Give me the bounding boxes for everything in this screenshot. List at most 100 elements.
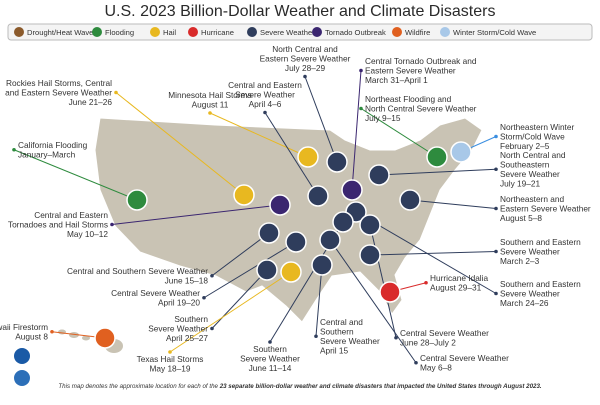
event-icon (307, 185, 329, 207)
callout-line: Eastern Severe Weather (365, 66, 456, 76)
callout-line: Central and Southern Severe Weather (67, 266, 208, 276)
leader-dot (210, 273, 214, 278)
legend-icon (440, 27, 450, 37)
title: U.S. 2023 Billion-Dollar Weather and Cli… (105, 3, 496, 20)
event-icon (341, 179, 363, 201)
callout-line: Eastern Severe Weather (500, 204, 591, 214)
callout-date: March 2–3 (500, 256, 540, 266)
legend-label: Hurricane (201, 28, 234, 37)
leader-dot (494, 206, 498, 211)
callout-line: California Flooding (18, 140, 88, 150)
leader-line (369, 251, 497, 256)
leader-line (329, 239, 417, 364)
leaders (12, 68, 498, 365)
event-icon (297, 146, 319, 168)
callout-date: February 2–5 (500, 141, 550, 151)
callout-line: Severe Weather (500, 247, 560, 257)
leader-dot (394, 335, 398, 340)
callout-line: Severe Weather (240, 354, 300, 364)
callout-line: Rockies Hail Storms, Central (6, 78, 112, 88)
footer-text: This map denotes the approximate locatio… (58, 383, 219, 390)
callout-date: April 15 (320, 346, 349, 356)
callout-line: Central Severe Weather (111, 288, 200, 298)
leader-dot (424, 280, 428, 285)
callout-line: and Eastern Severe Weather (5, 88, 112, 98)
legend: Drought/Heat Wave Flooding Hail Hurricane Se… (14, 27, 536, 37)
callout-line: Central Severe Weather (420, 353, 509, 363)
callout-line: Severe Weather (500, 169, 560, 179)
callout-line: Severe Weather (235, 90, 295, 100)
event-icon (126, 189, 148, 211)
legend-icon (92, 27, 102, 37)
leader-dot (12, 147, 16, 152)
callout-line: Northeastern Winter (500, 122, 574, 132)
callout-date: August 5–8 (500, 213, 542, 223)
event-icon (368, 164, 390, 186)
callout-line: Tornadoes and Hail Storms (8, 220, 108, 230)
callout-line: Central Severe Weather (400, 328, 489, 338)
event-icon (359, 214, 381, 236)
callout-line: North Central and (500, 150, 566, 160)
callout-line: Southern and Eastern (500, 237, 581, 247)
leader-line (378, 168, 497, 176)
callout-line: Central and Eastern (228, 80, 302, 90)
callout-date: April 25–27 (166, 333, 208, 343)
callout-line: Severe Weather (320, 336, 380, 346)
leader-dot (494, 291, 498, 296)
legend-label: Flooding (105, 28, 134, 37)
event-icon (269, 194, 291, 216)
legend-label: Severe Weather (260, 28, 315, 37)
callout-date: April 4–6 (249, 99, 282, 109)
event-icon (379, 281, 401, 303)
leader-line (351, 70, 362, 191)
leader-dot (263, 110, 267, 115)
leader-dot (303, 74, 307, 79)
callout-line: Northeastern and (500, 194, 564, 204)
leader-dot (50, 329, 54, 334)
event-icon (450, 141, 472, 163)
leader-dot (494, 167, 498, 172)
leader-line (209, 112, 309, 158)
leader-dot (359, 68, 363, 73)
callout-line: Severe Weather (148, 324, 208, 334)
legend-icon (312, 27, 322, 37)
callout-line: North Central and (272, 44, 338, 54)
leader-line (304, 76, 338, 163)
callout-line: Southeastern (500, 160, 550, 170)
leader-dot (359, 106, 363, 111)
callout-date: May 18–19 (149, 364, 190, 374)
legend-label: Wildfire (405, 28, 430, 37)
callout-date: August 29–31 (430, 283, 482, 293)
callout-date: June 28–July 2 (400, 338, 456, 348)
leader-line (315, 264, 323, 337)
event-icon (258, 222, 280, 244)
callout-line: Texas Hail Storms (137, 354, 204, 364)
legend-icon (392, 27, 402, 37)
callout-line: Central and (320, 317, 363, 327)
legend-label: Winter Storm/Cold Wave (453, 28, 536, 37)
leader-line (211, 232, 270, 277)
leader-dot (414, 360, 418, 365)
logos (14, 348, 30, 386)
callout-line: Southern and Eastern (500, 279, 581, 289)
event-icon (233, 184, 255, 206)
leader-line (369, 224, 397, 338)
callout-date: June 15–18 (165, 276, 209, 286)
leader-dot (210, 326, 214, 331)
event-icon (399, 189, 421, 211)
callout-line: Southern (253, 344, 287, 354)
callout-line: Minnesota Hail Storms (168, 90, 251, 100)
legend-icon (188, 27, 198, 37)
leader-dot (494, 249, 498, 254)
callout-line: Central and Eastern (34, 210, 108, 220)
event-icon (280, 261, 302, 283)
legend-label: Hail (163, 28, 176, 37)
callout-line: Southern (174, 314, 208, 324)
leader-line (111, 204, 281, 225)
event-icon (311, 254, 333, 276)
leader-dot (268, 340, 272, 344)
legend-icon (14, 27, 24, 37)
leader-line (169, 271, 292, 353)
